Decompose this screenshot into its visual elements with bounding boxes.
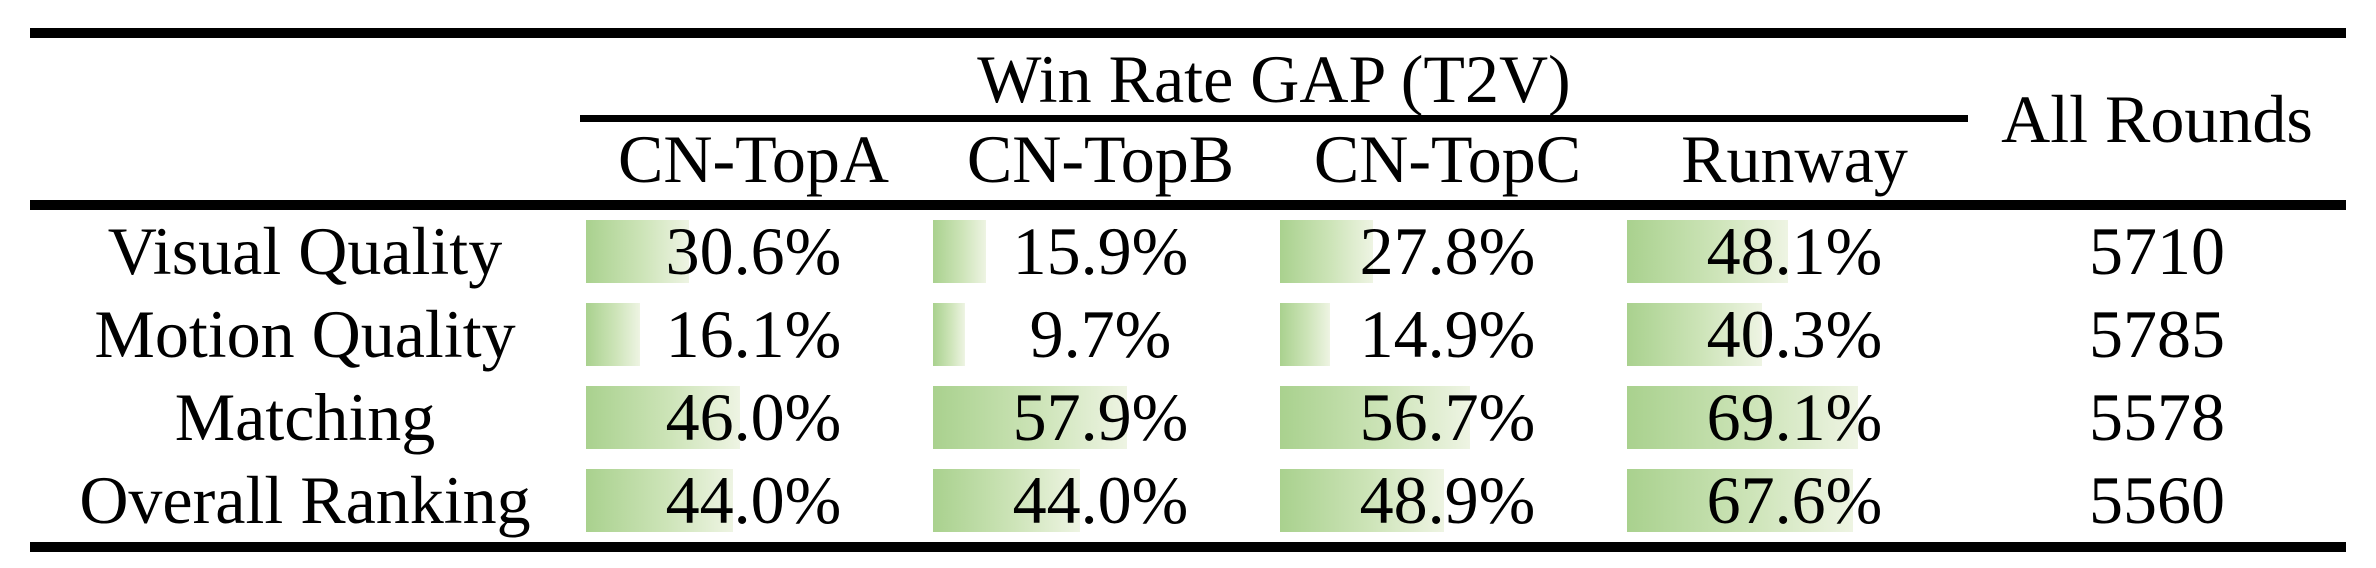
win-rate-cell: 69.1% [1621,376,1968,459]
bar-track [1627,386,1962,449]
win-rate-value: 48.1% [1706,213,1883,289]
win-rate-cell: 67.6% [1621,459,1968,542]
column-header-runway: Runway [1681,121,1908,197]
win-rate-bar [586,386,741,449]
all-rounds-value: 5578 [2089,379,2225,455]
group-header-rule [580,115,1968,122]
win-rate-cell: 44.0% [580,459,927,542]
win-rate-cell: 15.9% [927,210,1274,293]
bar-track [1280,220,1615,283]
table-row: Matching 46.0% 57.9% 56.7% 69.1% 5578 [30,376,2346,459]
bottom-rule [30,542,2346,552]
win-rate-cell: 9.7% [927,293,1274,376]
table-header: Win Rate GAP (T2V) CN-TopA CN-TopB CN-To… [30,38,2346,200]
bar-track [933,469,1268,532]
win-rate-bar [933,220,987,283]
win-rate-value: 44.0% [665,462,842,538]
header-group: Win Rate GAP (T2V) CN-TopA CN-TopB CN-To… [580,38,1968,200]
win-rate-bar [1627,303,1762,366]
column-header-cn-topa: CN-TopA [617,121,889,197]
row-label: Visual Quality [107,213,503,289]
bar-track [933,303,1268,366]
win-rate-value: 56.7% [1359,379,1536,455]
win-rate-bar [1280,386,1470,449]
group-header-title: Win Rate GAP (T2V) [977,41,1571,117]
table-row: Motion Quality 16.1% 9.7% 14.9% 40.3% 57… [30,293,2346,376]
win-rate-value: 27.8% [1359,213,1536,289]
bar-track [586,386,921,449]
column-header-cn-topc: CN-TopC [1313,121,1582,197]
win-rate-value: 57.9% [1012,379,1189,455]
bar-track [1627,303,1962,366]
win-rate-bar [586,469,734,532]
all-rounds-value: 5785 [2089,296,2225,372]
table-row: Visual Quality 30.6% 15.9% 27.8% 48.1% 5… [30,210,2346,293]
win-rate-bar [933,386,1127,449]
win-rate-value: 9.7% [1029,296,1172,372]
win-rate-bar [586,303,640,366]
win-rate-value: 15.9% [1012,213,1189,289]
win-rate-bar [1627,220,1789,283]
column-header-cn-topb: CN-TopB [966,121,1235,197]
win-rate-cell: 14.9% [1274,293,1621,376]
results-table: Win Rate GAP (T2V) CN-TopA CN-TopB CN-To… [30,28,2346,552]
bar-track [586,303,921,366]
win-rate-bar [586,220,689,283]
win-rate-value: 48.9% [1359,462,1536,538]
win-rate-value: 30.6% [665,213,842,289]
header-spacer [30,38,580,200]
win-rate-cell: 48.9% [1274,459,1621,542]
row-label: Matching [174,379,436,455]
bar-track [933,386,1268,449]
win-rate-value: 16.1% [665,296,842,372]
bar-track [1280,469,1615,532]
all-rounds-value: 5710 [2089,213,2225,289]
win-rate-cell: 27.8% [1274,210,1621,293]
table-row: Overall Ranking 44.0% 44.0% 48.9% 67.6% … [30,459,2346,542]
row-label: Motion Quality [94,296,516,372]
bar-track [1627,469,1962,532]
bar-track [586,469,921,532]
all-rounds-header-cell: All Rounds [1968,38,2346,200]
win-rate-cell: 40.3% [1621,293,1968,376]
win-rate-value: 40.3% [1706,296,1883,372]
win-rate-cell: 48.1% [1621,210,1968,293]
win-rate-bar [933,469,1081,532]
win-rate-bar [1627,386,1859,449]
row-label: Overall Ranking [79,462,531,538]
bar-track [1627,220,1962,283]
win-rate-value: 14.9% [1359,296,1536,372]
win-rate-cell: 16.1% [580,293,927,376]
win-rate-bar [1280,220,1374,283]
win-rate-bar [933,303,966,366]
bar-track [1280,386,1615,449]
top-rule [30,28,2346,38]
win-rate-value: 67.6% [1706,462,1883,538]
win-rate-cell: 30.6% [580,210,927,293]
header-body-rule [30,200,2346,210]
win-rate-cell: 44.0% [927,459,1274,542]
win-rate-cell: 56.7% [1274,376,1621,459]
win-rate-bar [1280,303,1330,366]
win-rate-bar [1280,469,1444,532]
win-rate-cell: 57.9% [927,376,1274,459]
column-headers: CN-TopA CN-TopB CN-TopC Runway [580,122,1968,200]
bar-track [1280,303,1615,366]
all-rounds-value: 5560 [2089,462,2225,538]
win-rate-cell: 46.0% [580,376,927,459]
bar-track [933,220,1268,283]
win-rate-value: 46.0% [665,379,842,455]
win-rate-value: 44.0% [1012,462,1189,538]
win-rate-bar [1627,469,1854,532]
bar-track [586,220,921,283]
all-rounds-header-label: All Rounds [2001,80,2313,157]
win-rate-value: 69.1% [1706,379,1883,455]
